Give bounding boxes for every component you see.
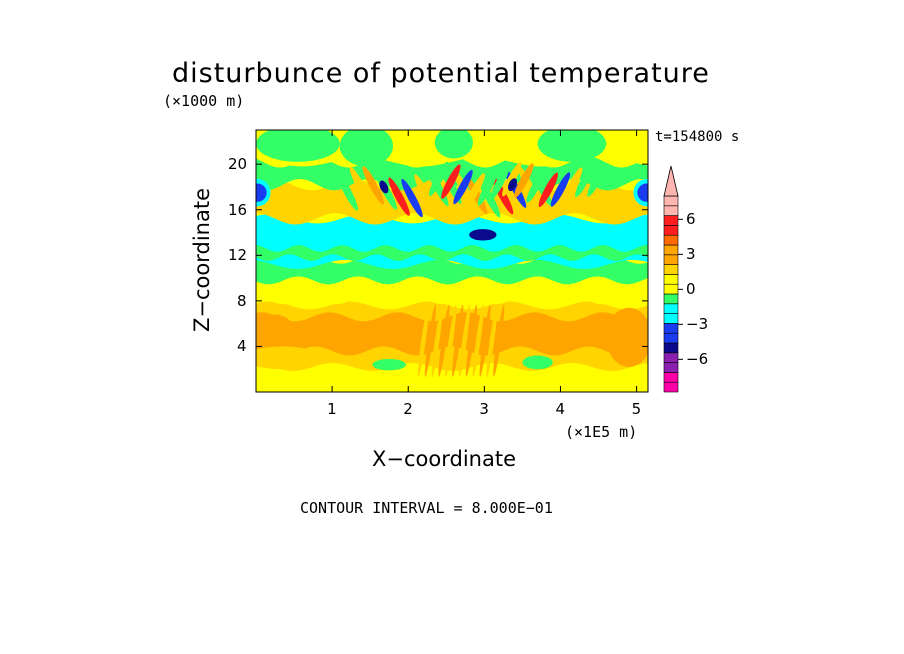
wave-streak-b5: [489, 165, 510, 201]
colorbar-tick-label-1: 3: [686, 245, 696, 264]
band-yellow: [256, 279, 648, 305]
band-green-in-cyan: [256, 245, 648, 261]
colorbar-segment-1: [663, 372, 679, 383]
wave-streak-b6: [502, 162, 522, 197]
wave-streak-b12: [575, 162, 595, 198]
wave-streak-b10: [550, 172, 571, 207]
axes-ticks: [256, 130, 648, 392]
colorbar-segment-3: [663, 352, 679, 363]
lower-streak-2: [431, 304, 443, 377]
x-tick-label-2: 3: [479, 400, 489, 418]
y-tick-label-1: 8: [237, 291, 247, 310]
lower-streak-4: [445, 304, 457, 377]
colorbar-segment-4: [663, 342, 679, 354]
colorbar-segment-9: [663, 293, 679, 305]
y-tick-label-4: 20: [228, 155, 248, 174]
wave-streak-b8: [526, 168, 546, 203]
colorbar-segment-19: [663, 195, 679, 207]
lower-streak-3: [438, 304, 450, 377]
lower-gold-left: [256, 346, 321, 370]
top-green-lobe-2: [339, 130, 394, 167]
chart-title: disturbunce of potential temperature: [172, 58, 710, 89]
plot-frame: [255, 129, 649, 393]
edge-core-left: [256, 183, 267, 202]
colorbar-tick-label-0: 6: [686, 210, 696, 229]
wave-streak-6: [414, 174, 436, 213]
wave-streak-0: [336, 172, 359, 211]
contour-interval-note: CONTOUR INTERVAL = 8.000E−01: [300, 499, 553, 517]
colorbar-segment-18: [663, 205, 679, 216]
x-tick-label-4: 5: [631, 400, 642, 418]
lower-streak-7: [465, 304, 477, 377]
colorbar-segment-8: [663, 303, 679, 314]
colorbar-segment-6: [663, 323, 679, 334]
wave-streak-1: [349, 166, 371, 205]
colorbar-extend-arrow: [663, 165, 679, 197]
core-dark-2: [508, 178, 518, 192]
wave-streak-b9: [538, 172, 558, 208]
lower-streak-10: [486, 304, 498, 377]
wave-streak-4: [388, 177, 410, 216]
x-tick-label-1: 2: [403, 400, 413, 418]
lower-streak-0: [417, 304, 430, 377]
lower-streak-6: [459, 304, 471, 377]
colorbar-segment-7: [663, 313, 679, 324]
colorbar-segment-11: [663, 274, 679, 285]
colorbar-segment-0: [663, 381, 679, 393]
colorbar-segment-14: [663, 244, 679, 256]
wave-streak-2: [362, 166, 384, 205]
lower-streak-5: [452, 304, 464, 377]
colorbar: [663, 165, 683, 393]
y-tick-label-3: 16: [228, 200, 248, 219]
y-axis-label: Z−coordinate: [190, 188, 214, 332]
wave-streak-b1: [441, 164, 461, 199]
lower-orange-right: [606, 307, 648, 367]
colorbar-segment-13: [663, 254, 679, 265]
top-green-lobe-3: [537, 130, 607, 162]
colorbar-tick-label-3: −3: [686, 315, 709, 334]
y-tick-label-2: 12: [228, 246, 248, 265]
top-green-lobe-left: [256, 130, 340, 162]
x-tick-label-0: 1: [327, 400, 337, 418]
time-label: t=154800 s: [655, 129, 740, 145]
y-scale-label: (×1000 m): [163, 92, 245, 110]
band-green-lower: [256, 255, 648, 285]
colorbar-tick-label-4: −6: [686, 350, 709, 369]
colorbar-segment-17: [663, 215, 679, 226]
wave-streak-b7: [514, 163, 534, 198]
lower-streak-1: [424, 304, 436, 377]
y-tick-label-0: 4: [237, 337, 247, 356]
wave-streak-b3: [465, 173, 485, 208]
wave-streak-b4: [477, 171, 498, 206]
lower-streak-9: [479, 304, 491, 377]
lower-green-blob-1: [372, 358, 406, 371]
wave-streak-5: [401, 178, 423, 218]
lower-streak-8: [472, 304, 484, 377]
wave-streak-b13: [587, 162, 607, 197]
contour-plot-area: [256, 130, 648, 392]
wave-streak-b0: [428, 161, 449, 197]
colorbar-segment-12: [663, 264, 679, 275]
colorbar-segment-16: [663, 225, 679, 236]
lower-streak-11: [493, 304, 505, 377]
colorbar-segment-15: [663, 234, 679, 246]
colorbar-segment-5: [663, 332, 679, 344]
colorbar-segment-10: [663, 283, 679, 295]
wave-streak-b11: [562, 167, 583, 202]
x-scale-label: (×1E5 m): [565, 423, 638, 441]
x-axis-label: X−coordinate: [372, 447, 516, 471]
core-dark-3: [469, 229, 497, 241]
x-tick-label-3: 4: [555, 400, 565, 418]
core-dark-1: [379, 180, 389, 194]
colorbar-segment-2: [663, 362, 679, 373]
edge-core-right: [637, 183, 648, 202]
wave-streak-b2: [453, 169, 473, 205]
top-green-lobe-4: [434, 130, 473, 159]
lower-green-blob-2: [522, 355, 553, 370]
colorbar-tick-label-2: 0: [686, 280, 696, 299]
